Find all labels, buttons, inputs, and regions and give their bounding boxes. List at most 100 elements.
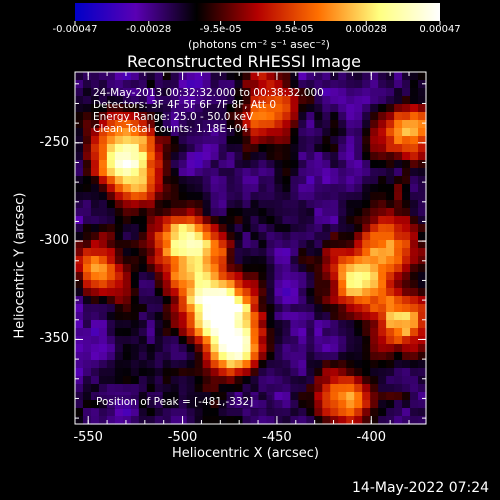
heatmap-cell — [146, 360, 156, 369]
heatmap-cell — [394, 120, 403, 129]
heatmap-cell — [114, 376, 124, 385]
heatmap-cell — [290, 144, 299, 153]
heatmap-cell — [370, 336, 379, 345]
heatmap-cell — [194, 368, 204, 377]
heatmap-cell — [170, 376, 180, 385]
heatmap-cell — [154, 320, 164, 329]
heatmap-cell — [322, 368, 331, 377]
heatmap-cell — [210, 160, 220, 169]
heatmap-cell — [410, 296, 419, 305]
heatmap-cell — [242, 296, 252, 305]
heatmap-cell — [186, 208, 196, 217]
heatmap-cell — [194, 384, 204, 393]
heatmap-cell — [354, 136, 363, 145]
heatmap-cell — [202, 80, 212, 89]
heatmap-cell — [90, 400, 100, 409]
heatmap-cell — [298, 184, 307, 193]
heatmap-cell — [114, 104, 124, 113]
heatmap-cell — [178, 272, 188, 281]
heatmap-cell — [194, 344, 204, 353]
heatmap-cell — [354, 72, 363, 81]
heatmap-cell — [386, 256, 395, 265]
heatmap-cell — [194, 104, 204, 113]
heatmap-cell — [194, 96, 204, 105]
heatmap-cell — [178, 88, 188, 97]
heatmap-cell — [410, 416, 419, 425]
heatmap-cell — [98, 160, 108, 169]
heatmap-cell — [266, 408, 276, 417]
heatmap-cell — [418, 280, 427, 289]
heatmap-cell — [290, 104, 299, 113]
heatmap-cell — [75, 224, 84, 233]
heatmap-cell — [410, 160, 419, 169]
heatmap-cell — [122, 216, 132, 225]
heatmap-cell — [410, 272, 419, 281]
heatmap-cell — [370, 72, 379, 81]
heatmap-cell — [354, 336, 363, 345]
heatmap-cell — [202, 408, 212, 417]
heatmap-cell — [402, 136, 411, 145]
heatmap-cell — [186, 336, 196, 345]
heatmap-cell — [138, 240, 148, 249]
heatmap-cell — [266, 288, 276, 297]
heatmap-cell — [354, 312, 363, 321]
heatmap-cell — [338, 296, 347, 305]
heatmap-cell — [386, 128, 395, 137]
heatmap-cell — [218, 216, 228, 225]
heatmap-cell — [138, 272, 148, 281]
heatmap-cell — [186, 296, 196, 305]
heatmap-cell — [106, 80, 116, 89]
heatmap-cell — [106, 112, 116, 121]
heatmap-cell — [266, 152, 276, 161]
heatmap-cell — [162, 304, 172, 313]
heatmap-cell — [338, 88, 347, 97]
heatmap-cell — [298, 80, 307, 89]
heatmap-cell — [410, 248, 419, 257]
heatmap-cell — [274, 328, 284, 337]
heatmap-cell — [322, 160, 331, 169]
heatmap-cell — [394, 72, 403, 81]
heatmap-cell — [282, 80, 291, 89]
heatmap-cell — [282, 88, 291, 97]
heatmap-cell — [234, 408, 244, 417]
heatmap-cell — [290, 152, 299, 161]
heatmap-cell — [250, 240, 260, 249]
heatmap-cell — [162, 96, 172, 105]
heatmap-cell — [306, 400, 315, 409]
heatmap-cell — [138, 368, 148, 377]
heatmap-cell — [306, 416, 315, 425]
heatmap-cell — [258, 352, 268, 361]
heatmap-cell — [226, 336, 236, 345]
heatmap-cell — [154, 176, 164, 185]
colorbar-unit-label: (photons cm⁻² s⁻¹ asec⁻²) — [188, 38, 330, 51]
heatmap-cell — [194, 360, 204, 369]
heatmap-cell — [122, 368, 132, 377]
heatmap-cell — [234, 96, 244, 105]
heatmap-cell — [394, 152, 403, 161]
heatmap-cell — [234, 168, 244, 177]
heatmap-cell — [114, 416, 124, 425]
heatmap-cell — [90, 368, 100, 377]
heatmap-cell — [154, 296, 164, 305]
heatmap-cell — [338, 192, 347, 201]
heatmap-cell — [402, 224, 411, 233]
heatmap-cell — [306, 80, 315, 89]
heatmap-cell — [386, 112, 395, 121]
heatmap-cell — [210, 216, 220, 225]
heatmap-cell — [250, 344, 260, 353]
heatmap-cell — [250, 176, 260, 185]
heatmap-cell — [210, 88, 220, 97]
heatmap-cell — [98, 416, 108, 425]
heatmap-cell — [122, 312, 132, 321]
heatmap-cell — [114, 288, 124, 297]
heatmap-cell — [114, 168, 124, 177]
heatmap-cell — [394, 232, 403, 241]
heatmap-cell — [138, 176, 148, 185]
heatmap-cell — [154, 96, 164, 105]
heatmap-cell — [290, 72, 299, 81]
heatmap-cell — [386, 360, 395, 369]
heatmap-cell — [338, 256, 347, 265]
heatmap-cell — [402, 184, 411, 193]
heatmap-cell — [242, 248, 252, 257]
heatmap-cell — [154, 408, 164, 417]
